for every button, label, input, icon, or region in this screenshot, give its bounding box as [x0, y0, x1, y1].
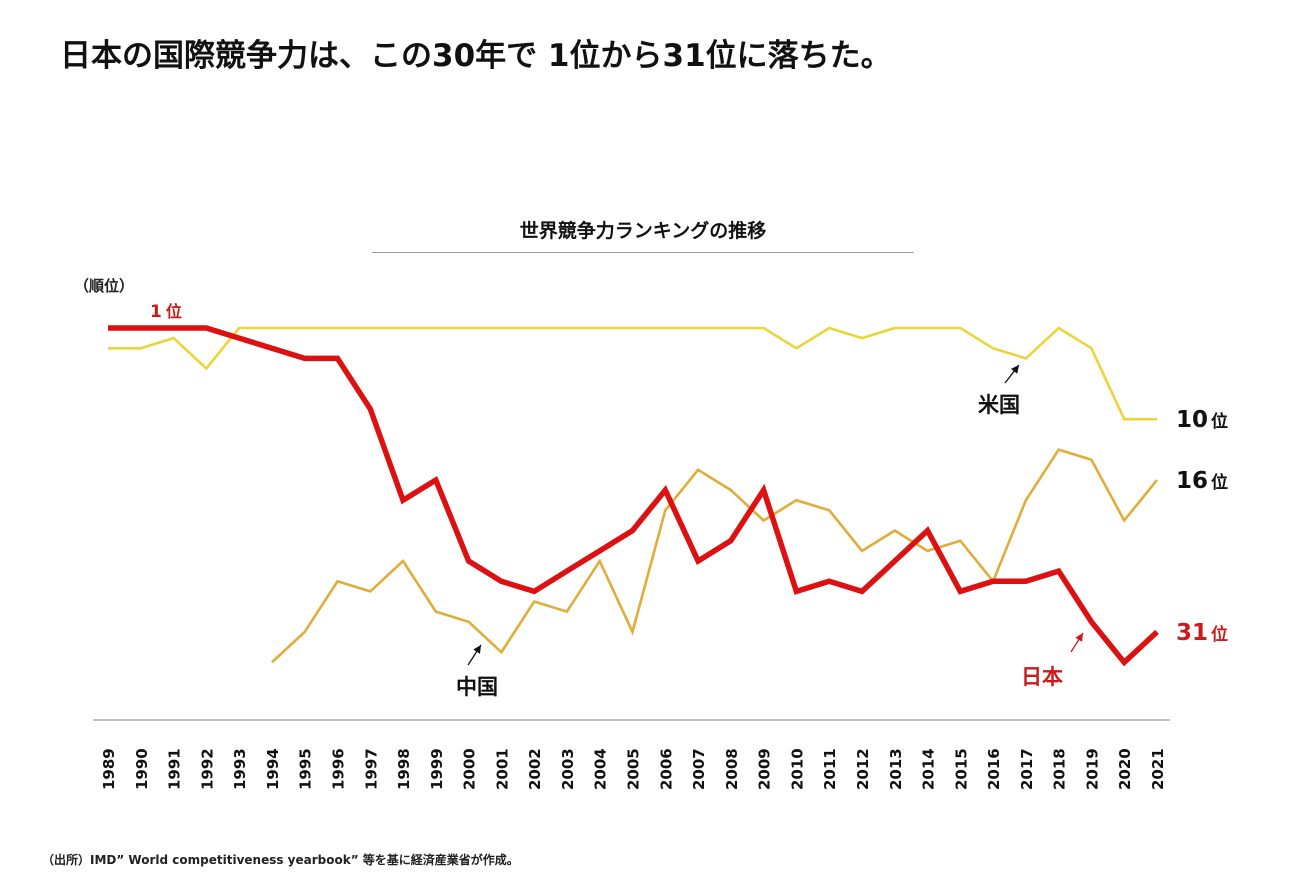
end-label: 16 位: [1176, 468, 1228, 494]
chart-title: 世界競争力ランキングの推移: [519, 220, 767, 242]
x-tick-label: 1989: [100, 748, 118, 790]
annotation-label: 中国: [456, 675, 498, 699]
x-tick-label: 2019: [1083, 748, 1101, 790]
series-lines: [108, 325, 1159, 667]
arrow-head-icon: [473, 645, 481, 654]
x-tick-label: 2014: [920, 748, 938, 790]
x-tick-label: 2008: [723, 748, 741, 790]
x-tick-label: 2004: [592, 748, 610, 790]
x-tick-label: 2001: [493, 748, 511, 790]
end-label: 31 位: [1176, 620, 1228, 646]
x-tick-label: 2003: [559, 748, 577, 790]
x-tick-label: 2020: [1116, 748, 1134, 790]
source-note: （出所）IMD” World competitiveness yearbook”…: [42, 853, 519, 867]
x-tick-label: 2011: [821, 748, 839, 790]
headline: 日本の国際競争力は、この30年で 1位から31位に落ちた。: [60, 38, 892, 74]
arrow-head-icon: [1010, 365, 1019, 374]
x-tick-label: 2016: [985, 748, 1003, 790]
x-tick-label: 2010: [788, 748, 806, 790]
x-tick-labels: 1989 1990 1991 1992 1993 1994 1995 1996 1997 1998…: [100, 748, 1167, 790]
x-tick-label: 2015: [952, 748, 970, 790]
x-tick-label: 1992: [198, 748, 216, 790]
x-tick-label: 1993: [231, 748, 249, 790]
x-tick-label: 2007: [690, 748, 708, 790]
end-label: 10 位: [1176, 407, 1228, 433]
series-line-日本: [108, 325, 1159, 667]
x-tick-label: 1995: [297, 748, 315, 790]
x-tick-label: 1994: [264, 748, 282, 790]
x-tick-label: 1996: [329, 748, 347, 790]
x-tick-label: 1991: [166, 748, 184, 790]
arrow-head-icon: [1075, 633, 1083, 642]
x-tick-label: 2005: [625, 748, 643, 790]
x-tick-label: 2006: [657, 748, 675, 790]
x-tick-label: 2021: [1149, 748, 1167, 790]
x-tick-label: 1997: [362, 748, 380, 790]
x-tick-label: 1998: [395, 748, 413, 790]
x-tick-label: 2000: [461, 748, 479, 790]
x-tick-label: 1999: [428, 748, 446, 790]
x-tick-label: 2018: [1051, 748, 1069, 790]
series-line-米国: [108, 326, 1157, 421]
x-tick-label: 2017: [1018, 748, 1036, 790]
annotation-label: 米国: [978, 393, 1020, 417]
x-tick-label: 2013: [887, 748, 905, 790]
series-line-中国: [271, 448, 1159, 664]
x-tick-label: 2002: [526, 748, 544, 790]
x-tick-label: 2009: [756, 748, 774, 790]
x-tick-label: 2012: [854, 748, 872, 790]
y-axis-label: （順位）: [74, 277, 134, 295]
annotation-label: 日本: [1021, 665, 1063, 689]
x-tick-label: 1990: [133, 748, 151, 790]
title-divider: [372, 252, 914, 253]
